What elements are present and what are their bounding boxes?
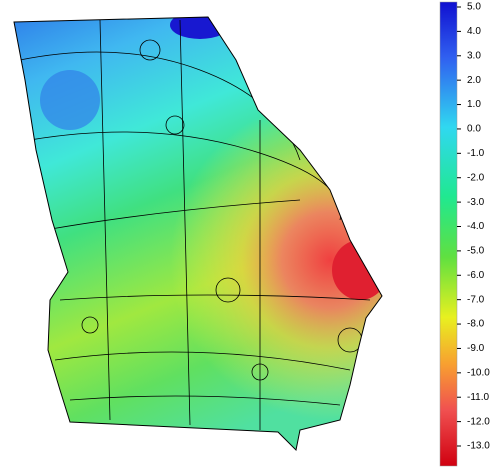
tick-label: 1.0 — [467, 99, 481, 110]
tick-label: 0.0 — [467, 124, 481, 135]
tick-label: -5.0 — [467, 246, 485, 257]
tick-label: -2.0 — [467, 172, 485, 183]
tick-label: -3.0 — [467, 197, 485, 208]
tick-label: -11.0 — [467, 392, 489, 403]
tick-label: -7.0 — [467, 294, 485, 305]
tick-label: -4.0 — [467, 221, 485, 232]
tick-label: 5.0 — [467, 2, 481, 13]
tick-label: 3.0 — [467, 50, 481, 61]
map-fill — [14, 17, 382, 450]
tick-label: -6.0 — [467, 270, 485, 281]
tick-label: -8.0 — [467, 319, 485, 330]
colorbar — [439, 1, 458, 467]
tick-label: -12.0 — [467, 416, 490, 427]
tick-label: -1.0 — [467, 148, 485, 159]
colorbar-ticks: 5.0 4.0 3.0 2.0 1.0 0.0 -1.0 -2.0 -3.0 -4.0 -5.0 -6… — [457, 2, 490, 452]
tick-label: -9.0 — [467, 343, 485, 354]
state-outline — [13, 16, 383, 452]
tick-label: 2.0 — [467, 75, 481, 86]
tick-label: -10.0 — [467, 367, 490, 378]
tick-label: 4.0 — [467, 26, 481, 37]
tick-label: -13.0 — [467, 441, 490, 452]
